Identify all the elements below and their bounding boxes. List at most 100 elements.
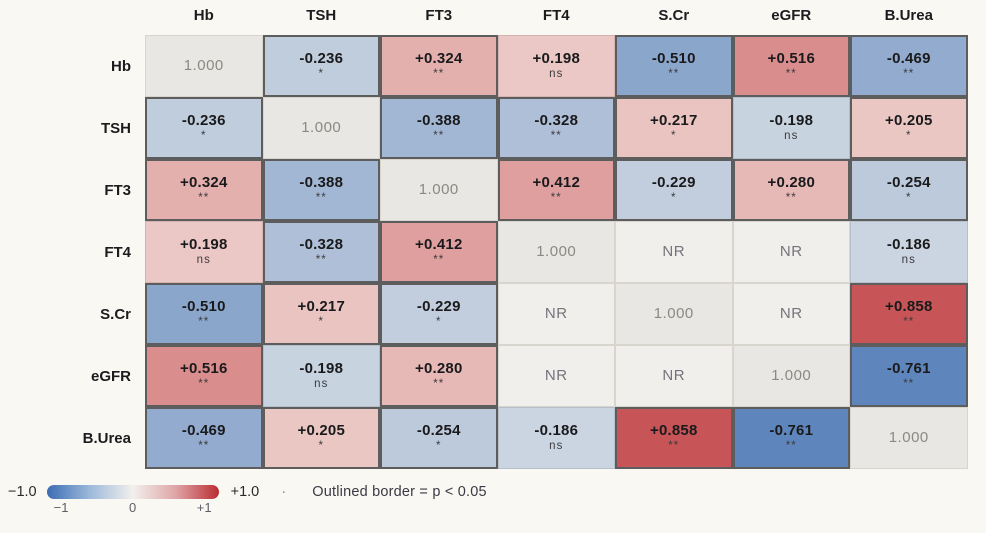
col-header-ft4: FT4	[542, 7, 570, 24]
cell-significance: **	[668, 68, 680, 81]
matrix-cell-egfr-ft4: NR	[497, 345, 615, 407]
cell-significance: **	[550, 130, 562, 143]
colorbar-tick-max: +1	[196, 499, 212, 515]
matrix-grid: Hb TSH FT3 FT4 S.Cr eGFR B.Urea Hb 1.000 -0.236 * +…	[0, 0, 968, 469]
col-header-b-urea: B.Urea	[884, 7, 933, 24]
cell-value: -0.388	[299, 173, 344, 191]
col-header-tsh: TSH	[306, 7, 337, 24]
cell-value: NR	[662, 242, 686, 260]
cell-value: NR	[779, 242, 803, 260]
cell-value: +0.205	[297, 421, 345, 439]
cell-significance: **	[903, 378, 915, 391]
cell-value: NR	[662, 366, 686, 384]
cell-significance: **	[433, 68, 445, 81]
cell-value: +0.205	[885, 111, 933, 129]
cell-value: -0.328	[534, 111, 579, 129]
matrix-cell-ft4-s-cr: NR	[615, 221, 733, 283]
cell-significance: **	[903, 316, 915, 329]
cell-value: +0.198	[532, 49, 580, 67]
corner-cell	[0, 0, 145, 35]
cell-value: -0.229	[416, 297, 461, 315]
cell-value: +0.280	[415, 359, 463, 377]
row-label-hb: Hb	[111, 57, 131, 75]
matrix-cell-egfr-tsh: -0.198 ns	[262, 345, 380, 407]
matrix-cell-hb-hb: 1.000	[145, 35, 263, 97]
row-label-b-urea: B.Urea	[82, 429, 131, 447]
cell-value: +0.217	[650, 111, 698, 129]
cell-significance: **	[315, 254, 327, 267]
colorbar: −1 0 +1	[46, 484, 219, 515]
cell-significance: **	[668, 440, 680, 453]
matrix-cell-ft4-tsh: -0.328 **	[262, 221, 380, 283]
cell-value: NR	[544, 366, 568, 384]
matrix-cell-tsh-ft3: -0.388 **	[380, 97, 498, 159]
cell-value: 1.000	[418, 180, 459, 198]
cell-value: +0.324	[415, 49, 463, 67]
cell-value: -0.254	[886, 173, 931, 191]
matrix-cell-hb-ft3: +0.324 **	[380, 35, 498, 97]
matrix-cell-s-cr-s-cr: 1.000	[615, 283, 733, 345]
cell-significance: **	[785, 192, 797, 205]
matrix-cell-ft3-egfr: +0.280 **	[732, 159, 850, 221]
cell-significance: ns	[549, 440, 564, 453]
row-label-ft4: FT4	[104, 243, 131, 261]
cell-significance: **	[433, 378, 445, 391]
matrix-cell-tsh-s-cr: +0.217 *	[615, 97, 733, 159]
matrix-cell-ft3-s-cr: -0.229 *	[615, 159, 733, 221]
cell-value: -0.254	[416, 421, 461, 439]
matrix-cell-ft3-ft3: 1.000	[380, 159, 498, 221]
matrix-cell-s-cr-tsh: +0.217 *	[262, 283, 380, 345]
colorbar-gradient	[46, 484, 219, 499]
cell-significance: **	[785, 68, 797, 81]
matrix-cell-b-urea-b-urea: 1.000	[850, 407, 968, 469]
matrix-cell-b-urea-ft4: -0.186 ns	[497, 407, 615, 469]
colorbar-tick-zero: 0	[129, 499, 137, 515]
cell-value: +0.280	[767, 173, 815, 191]
cell-value: 1.000	[301, 118, 342, 136]
matrix-cell-s-cr-b-urea: +0.858 **	[850, 283, 968, 345]
cell-value: +0.858	[650, 421, 698, 439]
cell-value: -0.236	[299, 49, 344, 67]
matrix-cell-ft3-b-urea: -0.254 *	[850, 159, 968, 221]
cell-significance: *	[201, 130, 207, 143]
cell-value: +0.858	[885, 297, 933, 315]
col-header-hb: Hb	[193, 7, 214, 24]
cell-value: -0.761	[769, 421, 814, 439]
cell-significance: **	[315, 192, 327, 205]
cell-value: 1.000	[771, 366, 812, 384]
cell-significance: *	[906, 130, 912, 143]
matrix-cell-ft3-ft4: +0.412 **	[497, 159, 615, 221]
matrix-cell-s-cr-ft3: -0.229 *	[380, 283, 498, 345]
matrix-cell-hb-tsh: -0.236 *	[262, 35, 380, 97]
matrix-cell-tsh-egfr: -0.198 ns	[732, 97, 850, 159]
legend-min-label: −1.0	[8, 483, 37, 500]
col-header-s-cr: S.Cr	[658, 7, 690, 24]
cell-value: -0.469	[181, 421, 226, 439]
matrix-cell-hb-s-cr: -0.510 **	[615, 35, 733, 97]
matrix-cell-s-cr-hb: -0.510 **	[145, 283, 263, 345]
colorbar-ticks: −1 0 +1	[47, 500, 219, 515]
row-label-egfr: eGFR	[90, 367, 131, 385]
cell-value: +0.198	[180, 235, 228, 253]
matrix-cell-b-urea-tsh: +0.205 *	[262, 407, 380, 469]
cell-significance: ns	[196, 254, 211, 267]
matrix-cell-tsh-ft4: -0.328 **	[497, 97, 615, 159]
cell-significance: **	[550, 192, 562, 205]
cell-significance: *	[318, 440, 324, 453]
cell-significance: *	[671, 130, 677, 143]
cell-value: -0.229	[651, 173, 696, 191]
cell-value: NR	[779, 304, 803, 322]
cell-value: 1.000	[183, 56, 224, 74]
cell-significance: **	[433, 254, 445, 267]
cell-value: -0.198	[769, 111, 814, 129]
cell-value: -0.469	[886, 49, 931, 67]
cell-significance: ns	[314, 378, 329, 391]
cell-value: +0.516	[767, 49, 815, 67]
matrix-cell-hb-b-urea: -0.469 **	[850, 35, 968, 97]
cell-significance: *	[436, 316, 442, 329]
cell-value: +0.324	[180, 173, 228, 191]
cell-significance: **	[198, 192, 210, 205]
matrix-cell-b-urea-hb: -0.469 **	[145, 407, 263, 469]
cell-significance: *	[906, 192, 912, 205]
